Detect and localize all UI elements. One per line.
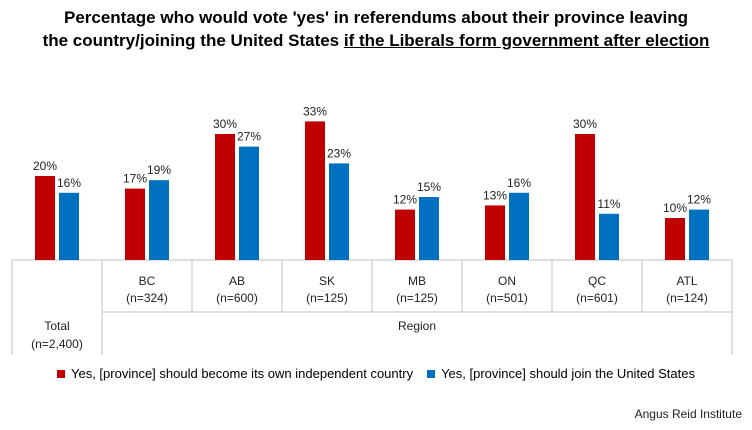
category-label-on: ON: [498, 274, 516, 288]
title-line-1: Percentage who would vote 'yes' in refer…: [63, 8, 688, 27]
data-label-sk-independent: 33%: [303, 104, 327, 118]
legend: Yes, [province] should become its own in…: [0, 366, 752, 381]
data-label-ab-independent: 30%: [213, 117, 237, 131]
bar-atl-independent: [665, 218, 685, 260]
bar-sk-join-us: [329, 163, 349, 260]
data-label-atl-join-us: 12%: [687, 193, 711, 207]
bar-ab-independent: [215, 134, 235, 260]
data-label-mb-independent: 12%: [393, 193, 417, 207]
category-label-mb: MB: [408, 274, 426, 288]
category-label-ab: AB: [229, 274, 245, 288]
data-label-total-independent: 20%: [33, 159, 57, 173]
sample-size-atl: (n=124): [666, 291, 708, 305]
chart-title: Percentage who would vote 'yes' in refer…: [0, 6, 752, 52]
category-label-qc: QC: [588, 274, 606, 288]
data-label-on-independent: 13%: [483, 188, 507, 202]
bar-on-independent: [485, 205, 505, 260]
title-underlined: if the Liberals form government after el…: [343, 31, 710, 50]
data-label-bc-independent: 17%: [123, 172, 147, 186]
sample-size-total: (n=2,400): [31, 337, 83, 351]
category-label-bc: BC: [139, 274, 156, 288]
bar-mb-independent: [395, 209, 415, 260]
bar-bc-independent: [125, 188, 145, 260]
sample-size-ab: (n=600): [216, 291, 258, 305]
category-label-sk: SK: [319, 274, 335, 288]
data-label-ab-join-us: 27%: [237, 130, 261, 144]
sample-size-bc: (n=324): [126, 291, 168, 305]
sample-size-qc: (n=601): [576, 291, 618, 305]
legend-item-independent: Yes, [province] should become its own in…: [57, 366, 413, 381]
data-label-qc-independent: 30%: [573, 117, 597, 131]
legend-label-join-us: Yes, [province] should join the United S…: [441, 366, 695, 381]
data-label-bc-join-us: 19%: [147, 163, 171, 177]
legend-label-independent: Yes, [province] should become its own in…: [71, 366, 414, 381]
group-label-region: Region: [398, 319, 436, 333]
bar-sk-independent: [305, 121, 325, 261]
data-label-atl-independent: 10%: [663, 201, 687, 215]
data-label-on-join-us: 16%: [507, 176, 531, 190]
sample-size-mb: (n=125): [396, 291, 438, 305]
bar-total-join-us: [59, 192, 79, 260]
category-label-total: Total: [44, 319, 69, 333]
sample-size-sk: (n=125): [306, 291, 348, 305]
data-label-total-join-us: 16%: [57, 176, 81, 190]
data-label-sk-join-us: 23%: [327, 146, 351, 160]
sample-size-on: (n=501): [486, 291, 528, 305]
data-label-mb-join-us: 15%: [417, 180, 441, 194]
bar-qc-join-us: [599, 213, 619, 260]
bar-total-independent: [35, 176, 55, 260]
title-line-2: the country/joining the United States: [42, 31, 344, 50]
source-label: Angus Reid Institute: [634, 407, 742, 421]
bar-ab-join-us: [239, 146, 259, 260]
legend-item-join-us: Yes, [province] should join the United S…: [427, 366, 695, 381]
legend-swatch-independent: [57, 369, 65, 378]
category-label-atl: ATL: [676, 274, 697, 288]
bar-mb-join-us: [419, 197, 439, 260]
data-label-qc-join-us: 11%: [597, 197, 620, 211]
bar-atl-join-us: [689, 209, 709, 260]
bar-on-join-us: [509, 192, 529, 260]
bar-bc-join-us: [149, 180, 169, 260]
legend-swatch-join-us: [427, 369, 436, 378]
bar-qc-independent: [575, 134, 595, 260]
